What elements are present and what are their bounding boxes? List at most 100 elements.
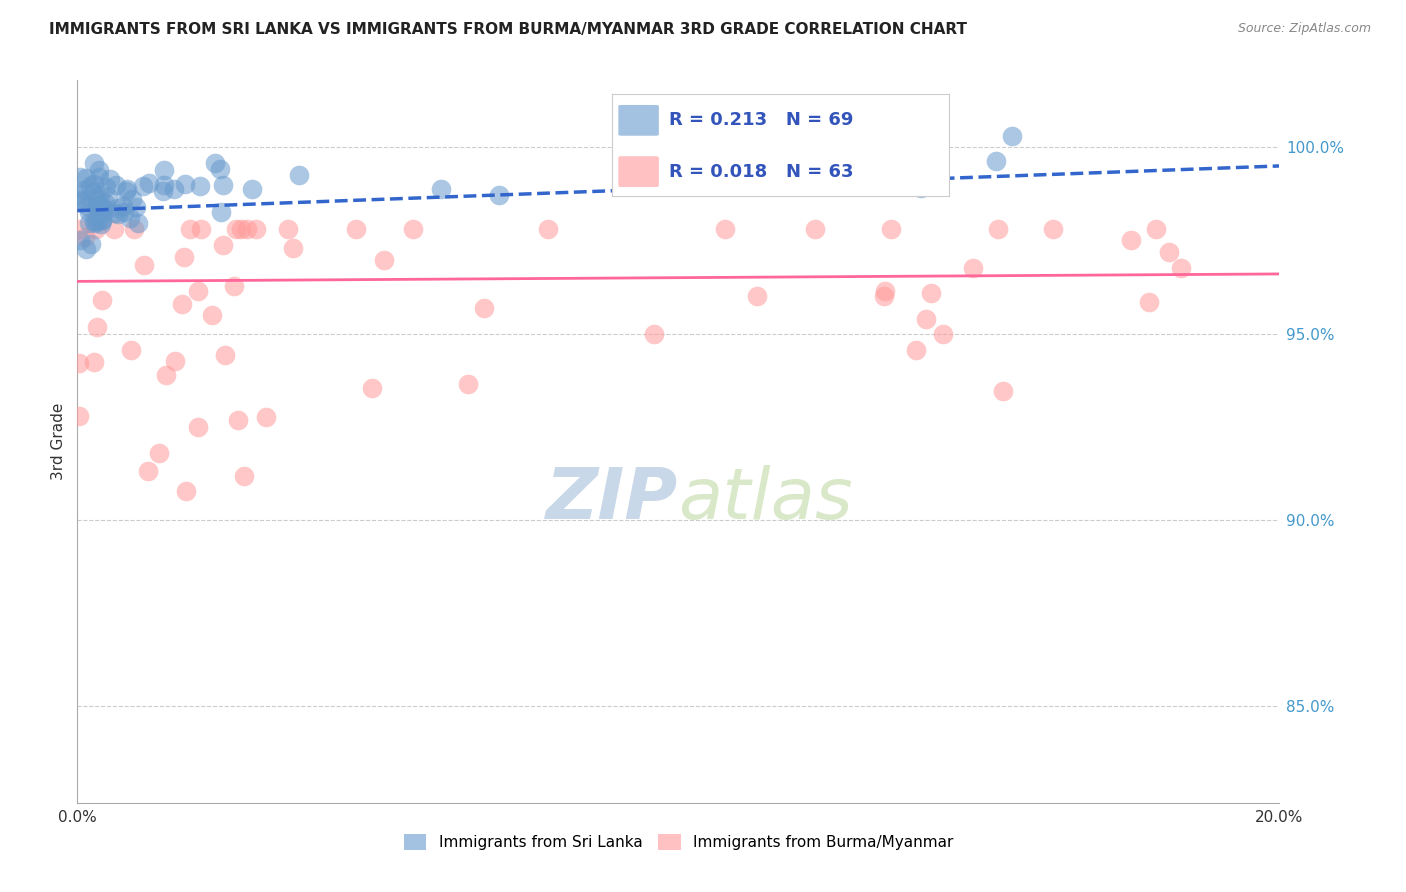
Immigrants from Burma/Myanmar xyxy=(236,222,259,236)
Immigrants from Sri Lanka xyxy=(288,168,311,182)
Immigrants from Burma/Myanmar xyxy=(875,284,897,298)
Immigrants from Sri Lanka xyxy=(72,194,94,209)
Immigrants from Sri Lanka xyxy=(87,170,110,185)
Immigrants from Sri Lanka xyxy=(86,202,108,216)
Immigrants from Sri Lanka xyxy=(82,185,104,199)
Immigrants from Burma/Myanmar xyxy=(229,222,252,236)
Immigrants from Sri Lanka xyxy=(115,184,138,198)
Immigrants from Sri Lanka xyxy=(132,179,155,194)
Immigrants from Burma/Myanmar xyxy=(277,222,299,236)
Immigrants from Burma/Myanmar xyxy=(537,222,560,236)
Immigrants from Sri Lanka xyxy=(153,162,176,177)
Immigrants from Burma/Myanmar xyxy=(254,409,277,424)
Immigrants from Burma/Myanmar xyxy=(155,368,177,383)
Immigrants from Sri Lanka xyxy=(984,153,1007,168)
Immigrants from Burma/Myanmar xyxy=(211,238,233,252)
Immigrants from Sri Lanka xyxy=(112,199,135,213)
Immigrants from Burma/Myanmar xyxy=(360,380,382,394)
Text: ZIP: ZIP xyxy=(546,465,679,533)
Immigrants from Sri Lanka xyxy=(430,182,453,196)
Immigrants from Sri Lanka xyxy=(211,178,233,193)
Immigrants from Burma/Myanmar xyxy=(214,348,236,362)
Immigrants from Burma/Myanmar xyxy=(73,230,96,244)
Immigrants from Sri Lanka xyxy=(112,205,135,219)
Immigrants from Sri Lanka xyxy=(174,177,197,191)
Immigrants from Sri Lanka xyxy=(127,216,149,230)
Immigrants from Sri Lanka xyxy=(87,199,110,213)
Immigrants from Burma/Myanmar xyxy=(103,222,125,236)
Immigrants from Burma/Myanmar xyxy=(90,293,112,307)
Immigrants from Sri Lanka xyxy=(91,212,114,227)
Immigrants from Burma/Myanmar xyxy=(1042,222,1064,236)
Immigrants from Sri Lanka xyxy=(77,204,100,219)
Immigrants from Burma/Myanmar xyxy=(172,297,194,311)
Immigrants from Sri Lanka xyxy=(121,192,143,206)
Immigrants from Burma/Myanmar xyxy=(136,464,159,478)
Immigrants from Burma/Myanmar xyxy=(873,289,896,303)
Immigrants from Burma/Myanmar xyxy=(915,311,938,326)
Immigrants from Burma/Myanmar xyxy=(148,446,170,460)
Immigrants from Sri Lanka xyxy=(79,179,101,194)
Immigrants from Burma/Myanmar xyxy=(226,412,249,426)
Immigrants from Burma/Myanmar xyxy=(962,260,984,275)
Immigrants from Burma/Myanmar xyxy=(232,469,254,483)
Immigrants from Burma/Myanmar xyxy=(1144,222,1167,236)
Immigrants from Burma/Myanmar xyxy=(83,355,105,369)
Text: R = 0.018   N = 63: R = 0.018 N = 63 xyxy=(669,162,853,180)
Immigrants from Burma/Myanmar xyxy=(373,253,395,268)
Immigrants from Burma/Myanmar xyxy=(67,409,90,423)
Y-axis label: 3rd Grade: 3rd Grade xyxy=(51,403,66,480)
Immigrants from Sri Lanka xyxy=(94,196,117,211)
Text: Source: ZipAtlas.com: Source: ZipAtlas.com xyxy=(1237,22,1371,36)
Immigrants from Sri Lanka xyxy=(120,211,142,226)
Immigrants from Burma/Myanmar xyxy=(122,222,145,236)
Immigrants from Sri Lanka xyxy=(100,171,122,186)
Immigrants from Burma/Myanmar xyxy=(86,222,108,236)
Immigrants from Burma/Myanmar xyxy=(173,250,195,264)
Immigrants from Burma/Myanmar xyxy=(457,376,479,391)
Immigrants from Burma/Myanmar xyxy=(190,222,212,236)
Immigrants from Sri Lanka xyxy=(163,182,186,196)
Immigrants from Sri Lanka xyxy=(80,236,103,251)
Immigrants from Sri Lanka xyxy=(117,182,139,196)
Immigrants from Sri Lanka xyxy=(76,199,98,213)
Immigrants from Sri Lanka xyxy=(89,187,111,202)
Immigrants from Burma/Myanmar xyxy=(201,308,224,322)
Immigrants from Burma/Myanmar xyxy=(245,222,267,236)
Immigrants from Burma/Myanmar xyxy=(880,222,903,236)
Immigrants from Burma/Myanmar xyxy=(987,222,1010,236)
Immigrants from Burma/Myanmar xyxy=(224,279,246,293)
Text: R = 0.213   N = 69: R = 0.213 N = 69 xyxy=(669,112,853,129)
Immigrants from Burma/Myanmar xyxy=(344,222,367,236)
FancyBboxPatch shape xyxy=(619,105,659,136)
Immigrants from Sri Lanka xyxy=(75,242,97,256)
Immigrants from Sri Lanka xyxy=(83,156,105,170)
Immigrants from Sri Lanka xyxy=(1001,129,1024,144)
Immigrants from Burma/Myanmar xyxy=(67,356,90,370)
Immigrants from Burma/Myanmar xyxy=(1159,245,1181,260)
Immigrants from Burma/Myanmar xyxy=(120,343,142,357)
Immigrants from Sri Lanka xyxy=(83,214,105,228)
Legend: Immigrants from Sri Lanka, Immigrants from Burma/Myanmar: Immigrants from Sri Lanka, Immigrants fr… xyxy=(398,829,959,856)
Immigrants from Burma/Myanmar xyxy=(165,354,187,368)
Immigrants from Sri Lanka xyxy=(107,207,129,221)
Immigrants from Burma/Myanmar xyxy=(281,241,304,255)
Immigrants from Sri Lanka xyxy=(153,178,176,192)
FancyBboxPatch shape xyxy=(619,156,659,187)
Immigrants from Burma/Myanmar xyxy=(1170,261,1192,276)
Immigrants from Sri Lanka xyxy=(94,179,117,194)
Immigrants from Sri Lanka xyxy=(73,183,96,197)
Immigrants from Sri Lanka xyxy=(86,196,108,211)
Immigrants from Burma/Myanmar xyxy=(134,258,156,272)
Immigrants from Sri Lanka xyxy=(138,176,160,190)
Immigrants from Sri Lanka xyxy=(90,218,112,232)
Immigrants from Sri Lanka xyxy=(209,205,232,219)
Immigrants from Sri Lanka xyxy=(710,179,733,194)
Immigrants from Burma/Myanmar xyxy=(643,326,665,341)
Immigrants from Burma/Myanmar xyxy=(179,222,201,236)
Immigrants from Sri Lanka xyxy=(77,216,100,230)
Immigrants from Burma/Myanmar xyxy=(187,420,209,434)
Immigrants from Sri Lanka xyxy=(83,177,105,191)
Immigrants from Sri Lanka xyxy=(105,201,128,215)
Immigrants from Sri Lanka xyxy=(910,181,932,195)
